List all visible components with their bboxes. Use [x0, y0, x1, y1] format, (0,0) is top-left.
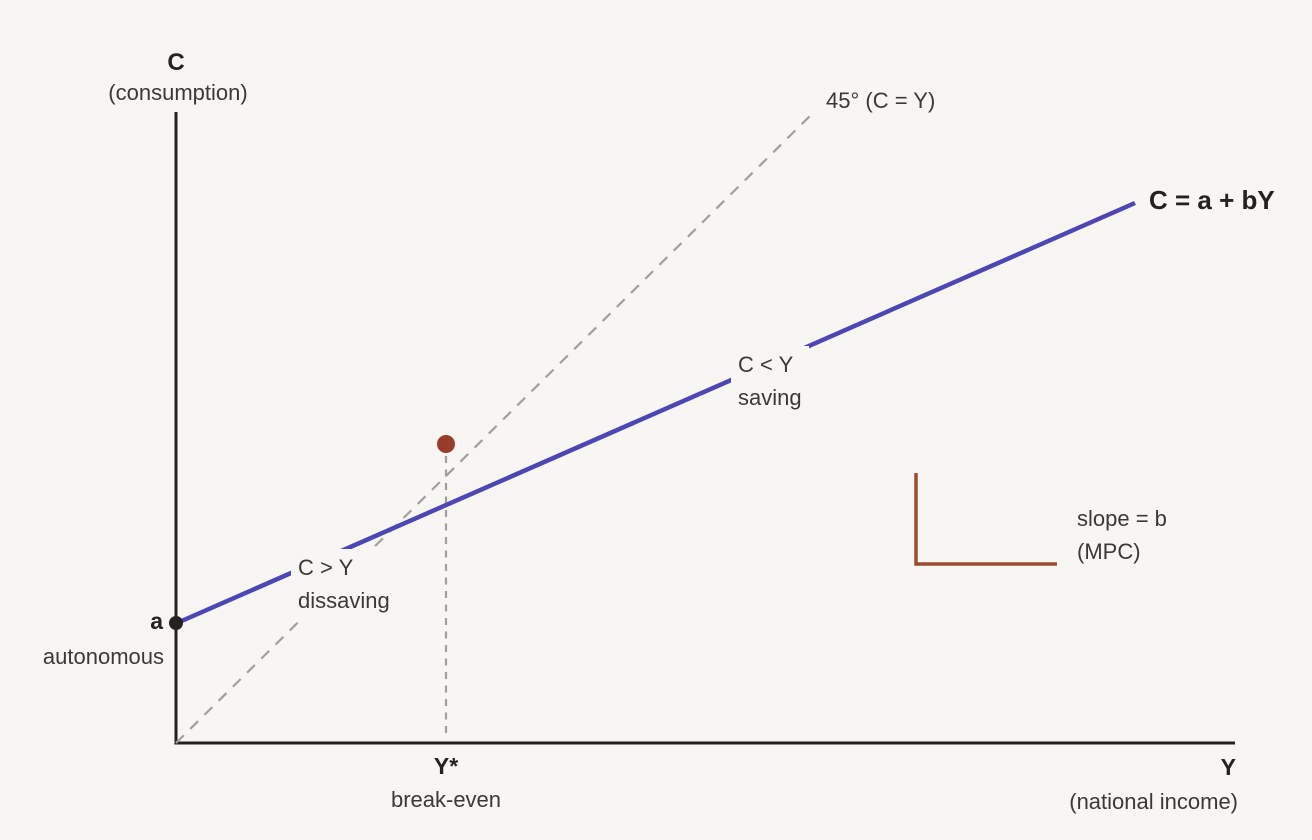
breakeven-dot: [437, 435, 455, 453]
slope-bracket: [914, 473, 1057, 566]
saving-word: saving: [738, 385, 802, 410]
breakeven-subtitle: break-even: [390, 787, 502, 812]
dissaving-inequality: C > Y: [298, 555, 354, 580]
saving-region-label: C < Y saving: [731, 346, 809, 416]
breakeven-letter: Y*: [433, 753, 459, 779]
line-45deg: [175, 110, 816, 744]
saving-inequality: C < Y: [738, 352, 794, 377]
dissaving-word: dissaving: [298, 588, 390, 613]
slope-equation: slope = b: [1077, 506, 1167, 531]
slope-label: slope = b (MPC): [1077, 502, 1167, 568]
intercept-letter: a: [150, 608, 163, 634]
slope-mpc: (MPC): [1077, 539, 1141, 564]
x-axis-subtitle: (national income): [1069, 789, 1238, 814]
dissaving-region-label: C > Y dissaving: [291, 549, 397, 619]
x-axis-letter: Y: [1220, 754, 1236, 780]
y-axis-letter: C: [167, 49, 185, 76]
y-axis-subtitle: (consumption): [108, 80, 248, 105]
intercept-dot: [169, 616, 183, 630]
intercept-subtitle: autonomous: [42, 644, 164, 669]
axes: [174, 112, 1235, 745]
consumption-line-label: C = a + bY: [1149, 185, 1275, 215]
line-45-label: 45° (C = Y): [826, 88, 936, 113]
